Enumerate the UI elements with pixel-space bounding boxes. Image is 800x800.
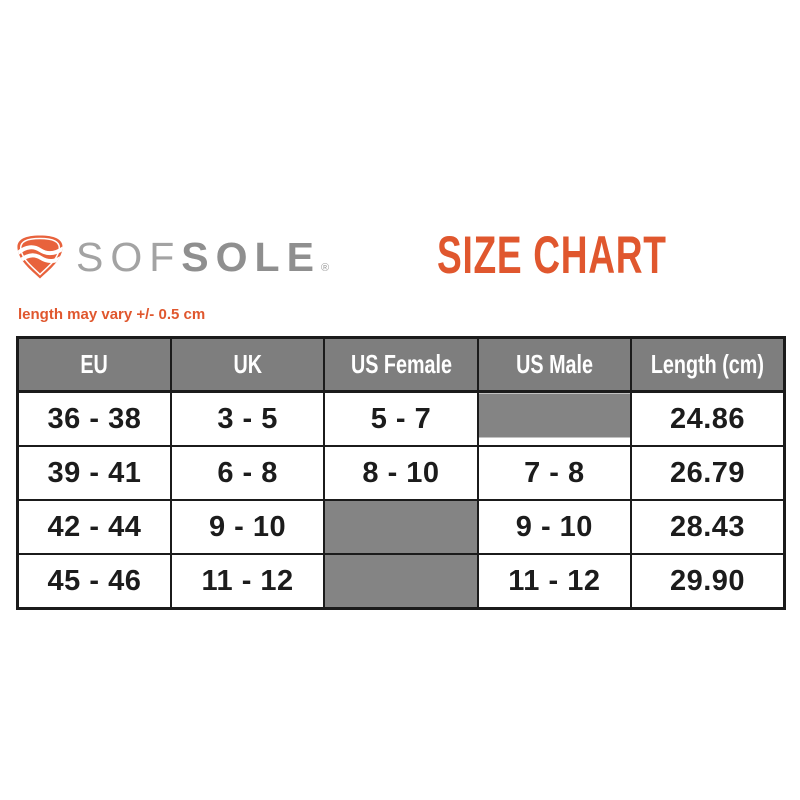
table-cell: 9 - 10: [169, 499, 326, 555]
page-title-text: SIZE CHART: [437, 226, 667, 285]
table-cell: 5 - 7: [323, 390, 479, 447]
table-cell: 3 - 5: [169, 390, 326, 447]
table-cell: 9 - 10: [476, 499, 633, 555]
table-row: 42 - 44 9 - 10 9 - 10 28.43: [16, 499, 786, 555]
table-cell: 29.90: [630, 553, 786, 610]
page-title: SIZE CHART: [437, 229, 765, 282]
table-cell: 36 - 38: [16, 390, 172, 447]
table-header-row: EU UK US Female US Male Length (cm): [16, 336, 786, 393]
brand-name: SOFSOLE®: [76, 233, 330, 280]
table-cell: 42 - 44: [16, 499, 172, 555]
column-header: US Female: [323, 336, 479, 393]
size-table-container: EU UK US Female US Male Length (cm) 36 - 38 3…: [16, 336, 786, 610]
table-cell: [323, 499, 479, 555]
brand-logo: SOFSOLE®: [14, 231, 329, 283]
brand-name-sole: SOLE: [181, 233, 321, 280]
sofsole-shield-wave-icon: [17, 235, 63, 279]
brand-name-sof: SOF: [76, 233, 182, 280]
table-cell: 39 - 41: [16, 445, 172, 501]
table-cell: 6 - 8: [169, 445, 326, 501]
length-variance-note: length may vary +/- 0.5 cm: [18, 306, 206, 323]
table-cell: [476, 390, 633, 447]
table-cell: 45 - 46: [16, 553, 172, 610]
size-table: EU UK US Female US Male Length (cm) 36 - 38 3…: [16, 336, 786, 610]
table-cell: [323, 553, 479, 610]
column-header: EU: [16, 336, 172, 393]
table-cell: 11 - 12: [476, 553, 633, 610]
column-header: US Male: [476, 336, 633, 393]
table-cell: 7 - 8: [476, 445, 633, 501]
column-header: UK: [169, 336, 326, 393]
table-cell: 26.79: [630, 445, 786, 501]
column-header: Length (cm): [630, 336, 786, 393]
table-cell: 28.43: [630, 499, 786, 555]
table-row: 45 - 46 11 - 12 11 - 12 29.90: [16, 553, 786, 610]
table-cell: 24.86: [630, 390, 786, 447]
table-cell: 8 - 10: [323, 445, 479, 501]
table-cell: 11 - 12: [169, 553, 326, 610]
registered-mark: ®: [320, 261, 330, 274]
